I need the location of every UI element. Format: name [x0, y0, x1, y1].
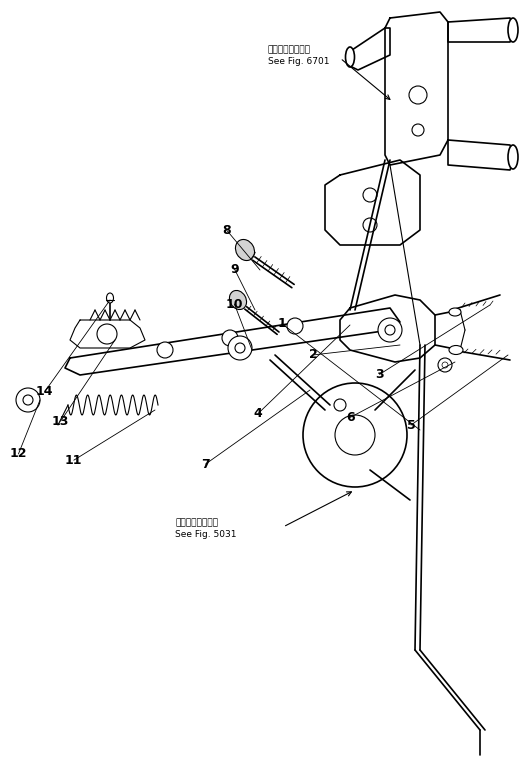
Circle shape [157, 342, 173, 358]
Polygon shape [325, 160, 420, 245]
Text: 12: 12 [10, 448, 27, 460]
Text: 2: 2 [309, 349, 318, 361]
Text: See Fig. 6701: See Fig. 6701 [268, 57, 329, 66]
Text: 13: 13 [52, 415, 69, 427]
Ellipse shape [508, 18, 518, 42]
Ellipse shape [508, 145, 518, 169]
Polygon shape [448, 140, 515, 170]
Circle shape [287, 318, 303, 334]
Polygon shape [448, 18, 515, 42]
Circle shape [16, 388, 40, 412]
Text: See Fig. 5031: See Fig. 5031 [175, 530, 237, 539]
Ellipse shape [449, 308, 461, 316]
Text: 第５７０１図参照: 第５７０１図参照 [268, 45, 311, 54]
Text: 9: 9 [230, 263, 239, 275]
Text: 1: 1 [278, 317, 286, 330]
Circle shape [378, 318, 402, 342]
Circle shape [222, 330, 238, 346]
Polygon shape [348, 28, 390, 70]
Polygon shape [65, 308, 400, 375]
Text: 5: 5 [407, 419, 416, 431]
Text: 14: 14 [36, 385, 53, 398]
Ellipse shape [449, 346, 463, 354]
Text: 4: 4 [254, 407, 262, 420]
Polygon shape [340, 295, 435, 362]
Text: 8: 8 [222, 224, 231, 236]
Circle shape [303, 383, 407, 487]
Circle shape [438, 358, 452, 372]
Ellipse shape [107, 293, 114, 303]
Polygon shape [70, 320, 145, 348]
Text: 10: 10 [226, 298, 243, 310]
Text: 7: 7 [201, 458, 210, 470]
Ellipse shape [345, 47, 354, 67]
Ellipse shape [235, 239, 254, 261]
Text: 6: 6 [346, 411, 355, 424]
Polygon shape [385, 12, 448, 165]
Ellipse shape [230, 290, 247, 310]
Circle shape [228, 336, 252, 360]
Text: 11: 11 [65, 454, 82, 466]
Text: 3: 3 [375, 368, 384, 381]
Text: 第５０３１図参照: 第５０３１図参照 [175, 518, 218, 527]
